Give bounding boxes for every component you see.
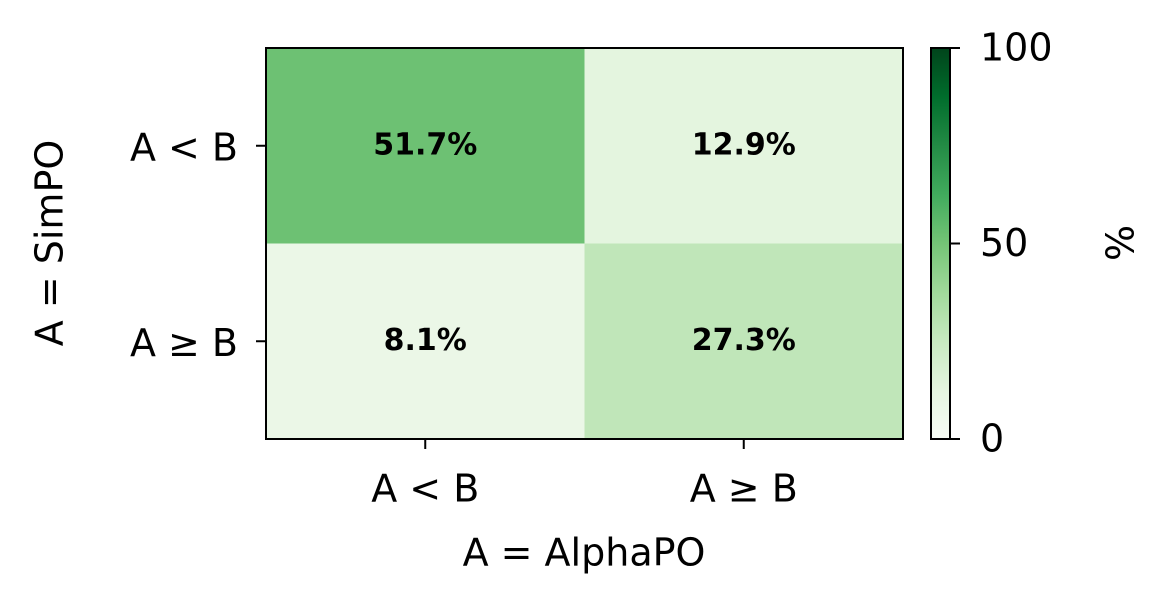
x-axis-label: A = AlphaPO (463, 531, 706, 575)
x-tick-label: A ≥ B (690, 467, 798, 511)
colorbar-tick-label: 0 (980, 417, 1004, 461)
y-axis-label: A = SimPO (28, 140, 72, 347)
heatmap-cell (266, 243, 585, 440)
heatmap-cell (584, 48, 904, 244)
colorbar (930, 47, 951, 440)
x-tick-label: A < B (371, 467, 479, 511)
cell-value-label: 27.3% (692, 323, 796, 358)
colorbar-tick-label: 100 (980, 26, 1053, 70)
plot-frame (265, 47, 904, 440)
colorbar-tick-label: 50 (980, 221, 1028, 265)
cell-value-label: 12.9% (692, 127, 796, 162)
y-tick-label: A ≥ B (130, 321, 238, 365)
cell-value-label: 8.1% (384, 323, 467, 358)
heatmap-cell (584, 243, 904, 440)
cell-value-label: 51.7% (373, 127, 477, 162)
colorbar-label: % (1099, 225, 1143, 261)
heatmap-cell (266, 48, 585, 244)
y-tick-label: A < B (130, 125, 238, 169)
